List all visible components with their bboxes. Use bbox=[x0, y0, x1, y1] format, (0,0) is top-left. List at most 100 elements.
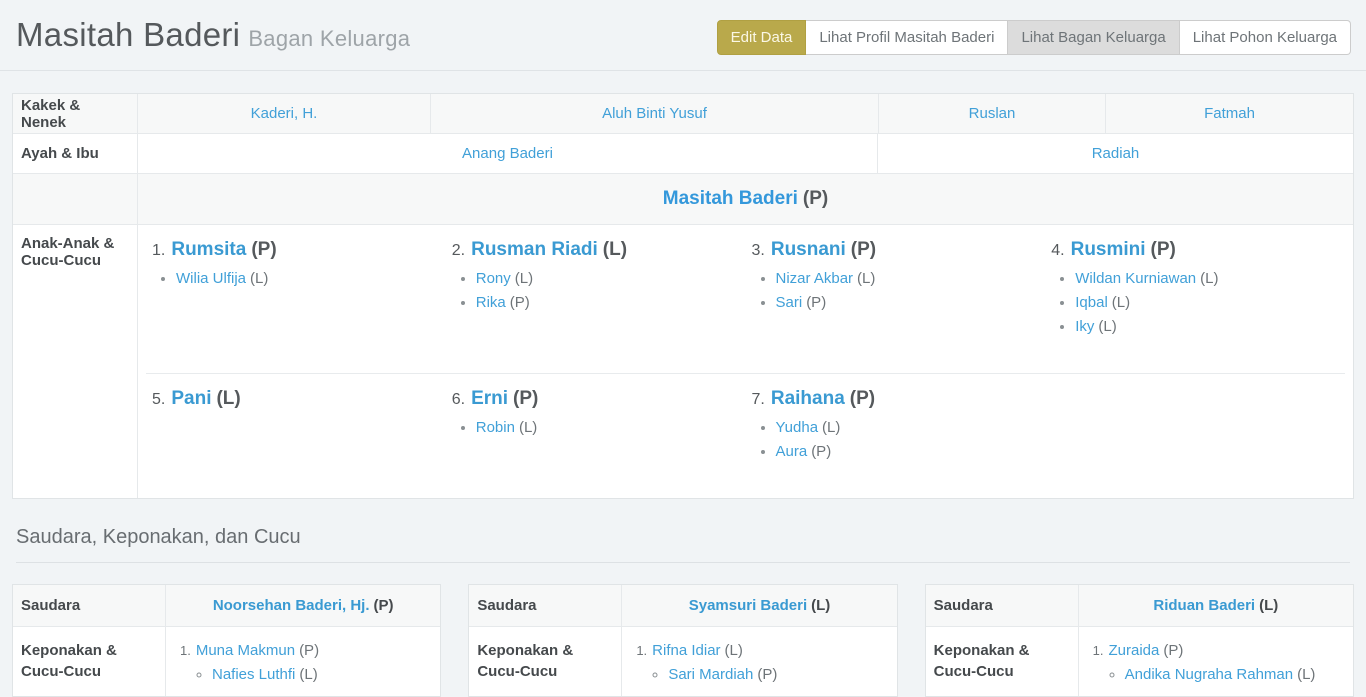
nephew-link[interactable]: Rifna Idiar bbox=[652, 642, 721, 659]
grandchild-link[interactable]: Rika bbox=[475, 294, 506, 311]
nephews-list: 1. Muna Makmun(P) Nafies Luthfi(L) bbox=[166, 627, 440, 696]
child-block: 1. Rumsita(P) Wilia Ulfija(L) bbox=[146, 233, 446, 365]
self-cell: Masitah Baderi (P) bbox=[138, 174, 1353, 224]
grandchildren-list: Wildan Kurniawan(L) Iqbal(L) Iky (L) bbox=[1075, 270, 1335, 335]
self-link[interactable]: Masitah Baderi bbox=[662, 188, 798, 209]
nephews-list: 1. Rifna Idiar(L) Sari Mardiah(P) bbox=[622, 627, 896, 696]
children-row: Anak-Anak & Cucu-Cucu 1.Rumsita(P) Wilia… bbox=[13, 225, 1353, 498]
sibling-card-3: Saudara Riduan Baderi (L) Keponakan & Cu… bbox=[924, 584, 1354, 697]
grandchild-item: Robin(L) bbox=[476, 419, 736, 436]
child-link[interactable]: Pani bbox=[171, 388, 212, 409]
grandchild-link[interactable]: Aura bbox=[775, 443, 808, 460]
child-title: 5. Pani (L) bbox=[152, 388, 436, 410]
child-title: 6. Erni (P) bbox=[452, 388, 736, 410]
child-gender: (L) bbox=[602, 239, 628, 260]
sibling-card-1: Saudara Noorsehan Baderi, Hj. (P) Kepona… bbox=[12, 584, 442, 697]
sibling-gender: (L) bbox=[1259, 597, 1279, 614]
parents-row: Ayah & Ibu Anang Baderi Radiah bbox=[13, 134, 1353, 174]
grandchild-item: Nizar Akbar(L) bbox=[776, 270, 1036, 287]
child-number: 5. bbox=[152, 391, 166, 408]
child-link[interactable]: Rumsita bbox=[171, 239, 247, 260]
sibling-card-3-header: Saudara Riduan Baderi (L) bbox=[925, 585, 1353, 627]
nephew-child-link[interactable]: Andika Nugraha Rahman bbox=[1124, 666, 1294, 683]
sibling-label: Saudara bbox=[13, 585, 166, 626]
sibling-link[interactable]: Noorsehan Baderi, Hj. bbox=[212, 597, 370, 614]
grandchild-link[interactable]: Yudha bbox=[775, 419, 819, 436]
grandparents-label: Kakek & Nenek bbox=[13, 94, 138, 133]
child-block: 6. Erni(P) Robin(L) bbox=[446, 382, 746, 485]
nephew-child-gender: (L) bbox=[1297, 666, 1316, 683]
grandfather-paternal-cell: Kaderi, H. bbox=[138, 94, 431, 133]
sibling-label: Saudara bbox=[926, 585, 1079, 626]
grandchild-item: Rika(P) bbox=[476, 294, 736, 311]
grandchild-item: Aura(P) bbox=[776, 443, 1036, 460]
child-title: 4. Rusmini (P) bbox=[1051, 239, 1335, 261]
child-link[interactable]: Raihana bbox=[770, 388, 845, 409]
mother-link[interactable]: Radiah bbox=[1091, 145, 1140, 162]
nephew-link[interactable]: Zuraida bbox=[1108, 642, 1160, 659]
nephew-child-gender: (L) bbox=[299, 666, 318, 683]
sibling-card-2: Saudara Syamsuri Baderi (L) Keponakan & … bbox=[468, 584, 898, 697]
sibling-card-1-header: Saudara Noorsehan Baderi, Hj. (P) bbox=[13, 585, 441, 627]
grandchild-link[interactable]: Iky bbox=[1075, 318, 1095, 335]
child-link[interactable]: Rusmini bbox=[1070, 239, 1146, 260]
view-tree-button[interactable]: Lihat Pohon Keluarga bbox=[1179, 20, 1351, 55]
nephew-number: 1. bbox=[1092, 643, 1104, 658]
page-header: Masitah Baderi Bagan Keluarga Edit Data L… bbox=[0, 0, 1366, 71]
nephew-child-item: Andika Nugraha Rahman(L) bbox=[1125, 666, 1345, 683]
header-button-group: Edit Data Lihat Profil Masitah Baderi Li… bbox=[716, 20, 1351, 55]
view-profile-button[interactable]: Lihat Profil Masitah Baderi bbox=[806, 20, 1009, 55]
nephew-child-link[interactable]: Nafies Luthfi bbox=[212, 666, 296, 683]
grandchild-link[interactable]: Rony bbox=[475, 270, 511, 287]
child-link[interactable]: Rusnani bbox=[770, 239, 846, 260]
sibling-link[interactable]: Syamsuri Baderi bbox=[688, 597, 808, 614]
nephew-child-item: Nafies Luthfi(L) bbox=[212, 666, 432, 683]
nephew-link[interactable]: Muna Makmun bbox=[195, 642, 296, 659]
child-title: 7. Raihana (P) bbox=[752, 388, 1036, 410]
grandchild-link[interactable]: Robin bbox=[475, 419, 515, 436]
father-link[interactable]: Anang Baderi bbox=[462, 145, 553, 162]
grandchild-item: Wildan Kurniawan(L) bbox=[1075, 270, 1335, 287]
grandchild-item: Wilia Ulfija(L) bbox=[176, 270, 436, 287]
nephew-gender: (P) bbox=[1163, 642, 1184, 659]
child-link[interactable]: Erni bbox=[471, 388, 509, 409]
sibling-label: Saudara bbox=[469, 585, 623, 626]
grandfather-maternal-cell: Ruslan bbox=[879, 94, 1106, 133]
child-number: 3. bbox=[751, 242, 765, 259]
child-link[interactable]: Rusman Riadi bbox=[471, 239, 598, 260]
grandmother-maternal-link[interactable]: Fatmah bbox=[1204, 105, 1255, 122]
child-gender: (P) bbox=[1150, 239, 1176, 260]
nephew-number: 1. bbox=[180, 643, 191, 658]
grandchild-link[interactable]: Wildan Kurniawan bbox=[1075, 270, 1197, 287]
child-number: 4. bbox=[1051, 242, 1065, 259]
grandchildren-list: Robin(L) bbox=[476, 419, 736, 436]
grandchild-gender: (L) bbox=[250, 270, 269, 287]
grandchild-gender: (P) bbox=[811, 443, 832, 460]
grandchild-link[interactable]: Nizar Akbar bbox=[775, 270, 854, 287]
sibling-link[interactable]: Riduan Baderi bbox=[1153, 597, 1256, 614]
child-number: 1. bbox=[152, 242, 166, 259]
grandchild-link[interactable]: Sari bbox=[775, 294, 803, 311]
view-chart-button[interactable]: Lihat Bagan Keluarga bbox=[1008, 20, 1180, 55]
grandchild-item: Sari(P) bbox=[776, 294, 1036, 311]
grandchild-link[interactable]: Iqbal bbox=[1075, 294, 1108, 311]
grandchild-link[interactable]: Wilia Ulfija bbox=[176, 270, 247, 287]
child-title: 1. Rumsita (P) bbox=[152, 239, 436, 261]
grandchild-item: Iqbal(L) bbox=[1075, 294, 1335, 311]
nephew-child-item: Sari Mardiah(P) bbox=[668, 666, 888, 683]
child-gender: (L) bbox=[216, 388, 241, 409]
children-grid: 1.Rumsita(P) Wilia Ulfija(L) 2.Rusman Ri… bbox=[138, 225, 1353, 498]
family-chart-table: Kakek & Nenek Kaderi, H. Aluh Binti Yusu… bbox=[12, 93, 1354, 499]
grandchild-gender: (L) bbox=[822, 419, 841, 436]
grandchild-gender: (L) bbox=[1111, 294, 1131, 311]
grandfather-paternal-link[interactable]: Kaderi, H. bbox=[250, 105, 318, 122]
sibling-name-cell: Syamsuri Baderi (L) bbox=[622, 585, 896, 626]
nephew-gender: (L) bbox=[724, 642, 743, 659]
edit-data-button[interactable]: Edit Data bbox=[716, 20, 807, 55]
nephew-child-link[interactable]: Sari Mardiah bbox=[668, 666, 754, 683]
nephews-label: Keponakan & Cucu-Cucu bbox=[926, 627, 1079, 696]
grandmother-paternal-link[interactable]: Aluh Binti Yusuf bbox=[602, 105, 707, 122]
grandfather-maternal-link[interactable]: Ruslan bbox=[968, 105, 1016, 122]
mother-cell: Radiah bbox=[878, 134, 1353, 173]
child-gender: (P) bbox=[849, 388, 876, 409]
